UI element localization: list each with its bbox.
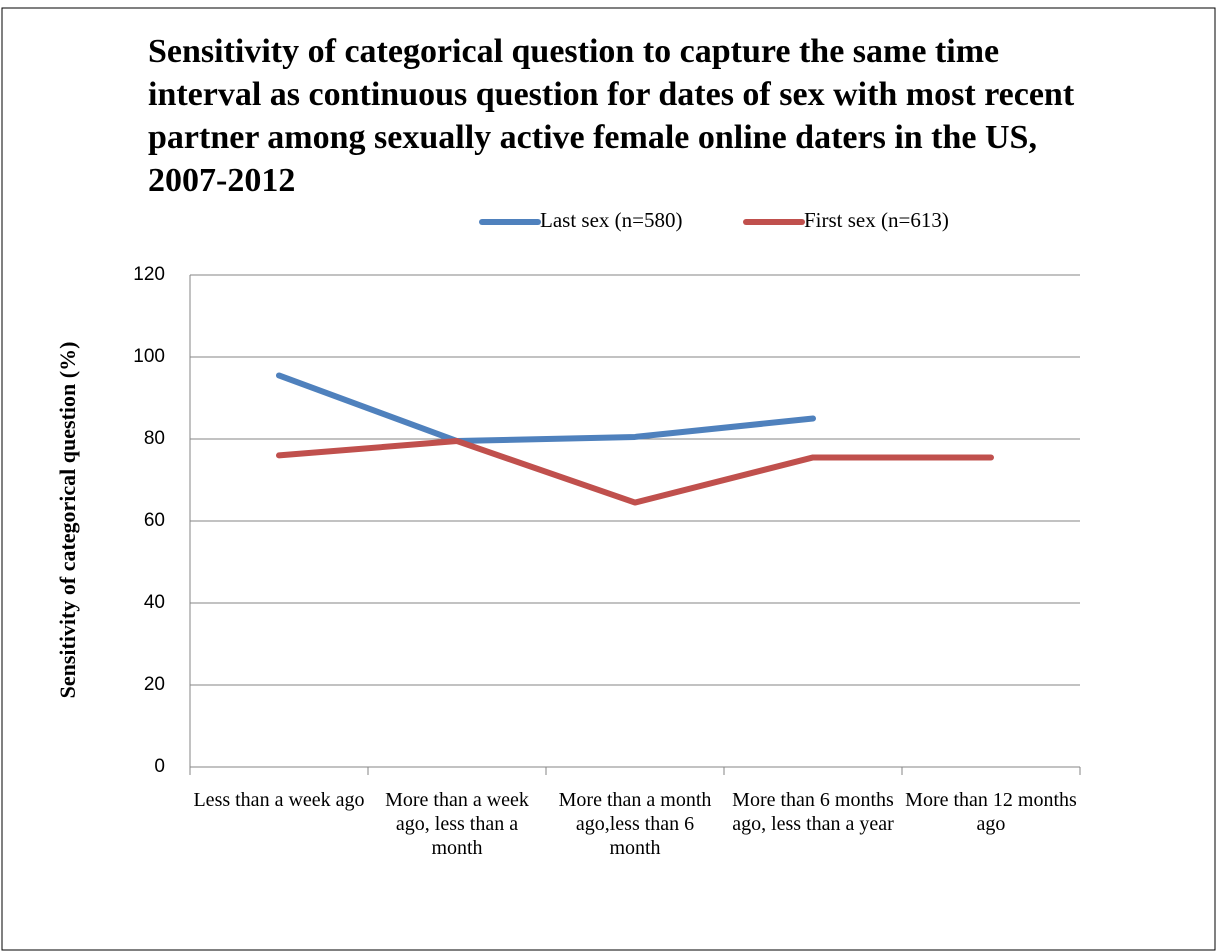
x-tick-label: More than a month ago,less than 6 month bbox=[558, 789, 712, 859]
frame bbox=[1, 7, 1216, 951]
y-tick-label: 20 bbox=[144, 674, 165, 695]
series-line bbox=[276, 438, 994, 506]
y-tick-label: 100 bbox=[133, 346, 165, 367]
y-tick-label: 80 bbox=[144, 428, 165, 449]
x-tick-label: More than 12 months ago bbox=[905, 789, 1077, 835]
y-tick-label: 60 bbox=[144, 510, 165, 531]
y-tick-label: 40 bbox=[144, 592, 165, 613]
x-tick-label: More than 6 months ago, less than a year bbox=[732, 789, 894, 835]
y-axis-label: Sensitivity of categorical question (%) bbox=[55, 342, 80, 699]
legend-label: Last sex (n=580) bbox=[540, 208, 682, 232]
y-tick-label: 120 bbox=[133, 264, 165, 285]
x-tick-label: More than a week ago, less than a month bbox=[385, 789, 529, 859]
legend-label: First sex (n=613) bbox=[804, 208, 949, 232]
chart-title: Sensitivity of categorical question to c… bbox=[148, 33, 1075, 199]
series-line bbox=[276, 372, 816, 445]
x-tick-label: Less than a week ago bbox=[193, 789, 365, 811]
y-tick-label: 0 bbox=[154, 756, 165, 777]
